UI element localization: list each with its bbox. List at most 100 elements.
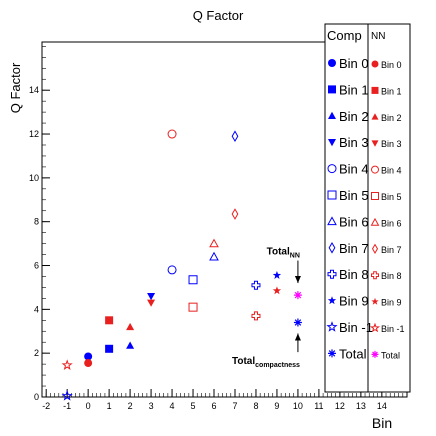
legend-marker-nn <box>369 322 381 333</box>
y-axis-label: Q Factor <box>8 62 23 113</box>
annotation-label: Totalcompactness <box>232 356 300 369</box>
legend-marker-comp <box>328 85 336 94</box>
data-point-nn <box>209 238 219 248</box>
y-tick-label: 10 <box>29 173 39 183</box>
legend-label-comp: Bin -1 <box>339 320 373 335</box>
legend-marker-comp <box>326 321 338 332</box>
data-point-nn <box>167 129 177 139</box>
y-tick-label: 2 <box>34 348 39 358</box>
data-points <box>61 129 302 401</box>
legend-label-nn: Bin 2 <box>381 113 402 123</box>
annotation-sub: compactness <box>255 362 300 369</box>
annotation-main: Total <box>232 356 255 367</box>
data-point-comp <box>126 341 135 349</box>
data-point-comp <box>293 318 302 327</box>
legend-label-comp: Bin 4 <box>339 162 369 177</box>
data-point-nn <box>188 302 198 312</box>
legend-label-comp: Bin 1 <box>339 82 369 97</box>
legend-label-nn: Bin 9 <box>381 298 402 308</box>
legend-label-nn: Bin -1 <box>381 324 405 334</box>
legend-marker-nn <box>371 140 379 147</box>
data-point-comp <box>61 390 73 401</box>
y-tick-label: 14 <box>29 85 39 95</box>
legend-label-nn: Bin 1 <box>381 86 402 96</box>
x-axis-label: Bin <box>372 415 392 431</box>
data-point-nn <box>272 286 282 295</box>
legend-marker-nn <box>371 165 379 174</box>
data-point-nn <box>251 311 261 321</box>
legend-marker-comp <box>328 349 336 358</box>
x-tick-label: 10 <box>293 401 303 411</box>
data-point-nn <box>231 208 239 220</box>
x-tick-label: -1 <box>63 401 71 411</box>
legend-label-nn: Bin 5 <box>381 192 402 202</box>
data-point-comp <box>231 130 239 143</box>
data-point-nn <box>126 322 135 331</box>
x-tick-label: 7 <box>232 401 237 411</box>
x-tick-label: 8 <box>253 401 258 411</box>
annotation-main: Total <box>267 247 290 258</box>
legend-marker-nn <box>371 350 379 358</box>
legend-marker-nn <box>371 113 379 120</box>
data-point-comp <box>188 275 198 285</box>
legend-marker-nn <box>371 297 379 305</box>
legend-label-comp: Bin 3 <box>339 135 369 150</box>
data-point-comp <box>147 292 156 301</box>
legend-marker-nn <box>371 271 379 280</box>
data-point-comp <box>272 270 282 279</box>
y-tick-label: 0 <box>34 392 39 402</box>
legend-label-comp: Bin 5 <box>339 188 369 203</box>
legend-marker-comp <box>327 216 337 226</box>
legend-marker-nn <box>371 243 379 254</box>
legend-marker-comp <box>328 111 336 119</box>
legend-label-nn: Bin 3 <box>381 139 402 149</box>
x-tick-label: 2 <box>128 401 133 411</box>
legend-label-comp: Bin 0 <box>339 56 369 71</box>
data-point-nn <box>293 291 302 300</box>
y-axis-ticks: 0 2 4 6 8 10 12 14 <box>29 46 50 402</box>
x-tick-label: 9 <box>274 401 279 411</box>
legend-marker-nn <box>371 192 379 200</box>
legend-label-nn: Bin 4 <box>381 166 402 176</box>
x-tick-label: 14 <box>377 401 387 411</box>
legend-label-comp: Bin 9 <box>339 294 369 309</box>
x-tick-label: 1 <box>107 401 112 411</box>
legend-label-comp: Bin 2 <box>339 109 369 124</box>
x-tick-label: 3 <box>149 401 154 411</box>
y-tick-label: 8 <box>34 217 39 227</box>
legend-label-comp: Bin 8 <box>339 267 369 282</box>
y-tick-label: 6 <box>34 261 39 271</box>
legend-marker-nn <box>370 217 380 226</box>
data-point-nn <box>84 359 93 368</box>
data-point-nn <box>147 299 156 307</box>
x-tick-label: 13 <box>356 401 366 411</box>
x-tick-label: 5 <box>191 401 196 411</box>
data-point-comp <box>84 352 93 361</box>
data-point-nn <box>105 316 114 325</box>
annotation-arrow-head <box>294 333 301 341</box>
legend-marker-nn <box>371 60 379 68</box>
legend-label-nn: Bin 8 <box>381 271 402 281</box>
legend-label-nn: Total <box>381 350 400 360</box>
annotation-sub: NN <box>290 253 300 260</box>
annotation-arrow-head <box>294 276 301 284</box>
chart-title: Q Factor <box>193 8 244 23</box>
legend-marker-comp <box>328 59 336 67</box>
legend-marker-comp <box>327 269 337 279</box>
legend-marker-comp <box>327 164 337 174</box>
legend-label-comp: Bin 6 <box>339 214 369 229</box>
legend-header-nn: NN <box>371 31 385 42</box>
legend-marker-comp <box>327 190 337 200</box>
legend-marker-nn <box>371 86 379 94</box>
x-tick-label: 12 <box>335 401 345 411</box>
x-tick-label: 6 <box>212 401 217 411</box>
x-axis-ticks: -2 -1 0 1 2 3 4 5 6 7 8 9 10 11 12 13 14 <box>41 389 408 411</box>
data-point-comp <box>167 265 177 275</box>
legend-marker-comp <box>328 139 336 147</box>
legend-label-comp: Bin 7 <box>339 241 369 256</box>
legend-label-nn: Bin 7 <box>381 245 402 255</box>
x-tick-label: 4 <box>170 401 175 411</box>
legend-label-nn: Bin 6 <box>381 218 402 228</box>
